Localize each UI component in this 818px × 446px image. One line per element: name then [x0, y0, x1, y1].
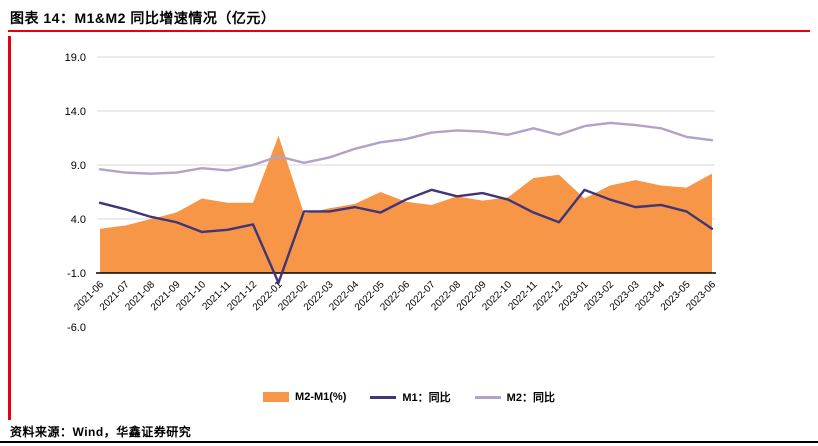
y-tick-label: 9.0	[71, 160, 86, 172]
line-series-m1	[98, 188, 714, 284]
legend-swatch	[474, 395, 501, 399]
area-series-m2-minus-m1	[100, 135, 712, 273]
legend-label: M1：同比	[402, 392, 451, 404]
legend-item: M2-M1(%)	[263, 391, 346, 403]
legend-label: M2：同比	[506, 392, 555, 404]
legend-swatch	[263, 392, 290, 402]
bottom-rule	[0, 441, 818, 443]
y-tick-label: -1.0	[67, 268, 86, 280]
y-tick-label: 4.0	[71, 214, 86, 226]
title-underline	[8, 30, 810, 32]
legend: M2-M1(%) M1：同比 M2：同比	[0, 389, 818, 405]
y-tick-label: 14.0	[65, 106, 86, 118]
legend-swatch	[370, 395, 397, 399]
legend-item: M1：同比	[370, 389, 451, 405]
legend-item: M2：同比	[474, 389, 555, 405]
line-series-m2	[98, 121, 714, 175]
figure-title: 图表 14：M1&M2 同比增速情况（亿元）	[10, 10, 276, 26]
legend-label: M2-M1(%)	[295, 391, 347, 403]
y-tick-label: 19.0	[65, 52, 86, 64]
source-note: 资料来源：Wind，华鑫证券研究	[10, 425, 192, 439]
y-tick-label: -6.0	[67, 322, 86, 334]
left-accent-bar	[8, 36, 11, 420]
